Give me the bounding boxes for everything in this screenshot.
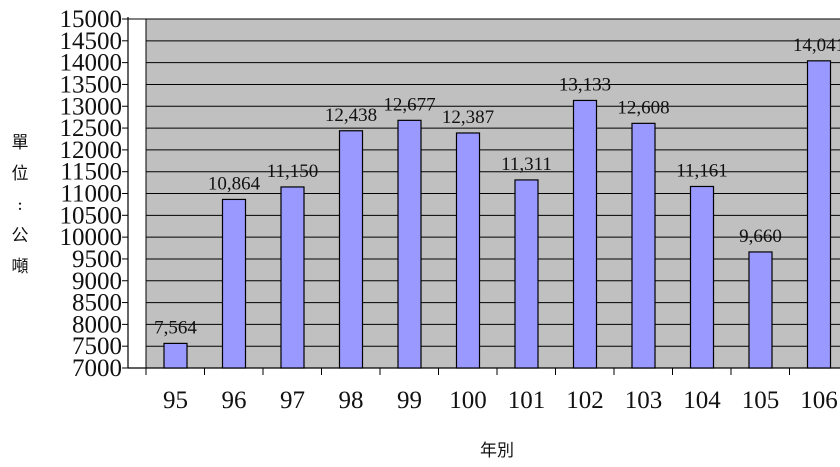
x-tick-label: 103	[625, 387, 663, 414]
x-tick-label: 105	[742, 387, 780, 414]
data-label: 11,311	[501, 154, 552, 175]
y-label-char: 單	[12, 133, 29, 153]
y-tick-label: 10000	[60, 224, 123, 251]
y-label-char: 噸	[12, 257, 29, 277]
y-tick-label: 8000	[72, 311, 122, 338]
x-tick-label: 104	[683, 387, 721, 414]
x-tick-label: 98	[339, 387, 364, 414]
y-tick-label: 11000	[60, 181, 122, 208]
y-tick-label: 12000	[60, 137, 123, 164]
x-tick-label: 95	[163, 387, 188, 414]
bar-104	[689, 185, 715, 369]
x-tick-label: 101	[508, 387, 546, 414]
x-tick-label: 97	[280, 387, 305, 414]
y-tick-label: 10500	[60, 202, 123, 229]
data-label: 14,041	[793, 35, 840, 56]
y-tick-label: 13000	[60, 93, 123, 120]
bar-102	[572, 99, 598, 369]
data-labels: 7,564 10,864 11,150 12,438 12,677 12,387 11,31…	[154, 35, 840, 339]
x-tick-label: 106	[800, 387, 838, 414]
data-label: 11,150	[267, 161, 319, 182]
data-label: 12,387	[442, 107, 494, 128]
data-label: 12,438	[325, 105, 377, 126]
bar-105	[748, 251, 773, 369]
y-tick-label: 13500	[60, 71, 123, 98]
y-tick-label: 15000	[60, 6, 123, 33]
x-axis-ticks: 95 96 97 98 99 100 101 102 103 104 105 106	[145, 368, 838, 414]
data-label: 12,677	[383, 94, 435, 115]
y-tick-label: 12500	[60, 115, 123, 142]
data-label: 7,564	[154, 317, 197, 338]
bar-96	[221, 198, 247, 369]
data-label: 12,608	[617, 97, 669, 118]
x-tick-label: 99	[397, 387, 422, 414]
y-label-char: 公	[12, 226, 29, 246]
bars	[163, 60, 832, 369]
y-axis-label: 單位: 公噸	[12, 133, 29, 277]
y-tick-label: 14500	[60, 28, 123, 55]
x-tick-label: 96	[222, 387, 247, 414]
y-tick-label: 7500	[72, 333, 122, 360]
bar-100	[455, 132, 481, 369]
bar-95	[163, 342, 188, 369]
x-tick-label: 102	[566, 387, 604, 414]
x-tick-label: 100	[449, 387, 487, 414]
data-label: 13,133	[559, 74, 611, 95]
y-label-char: :	[17, 195, 23, 215]
bar-106	[806, 60, 832, 369]
y-tick-label: 8500	[72, 290, 122, 317]
x-axis-label: 年別	[480, 441, 514, 461]
bar-101	[514, 179, 539, 369]
data-label: 11,161	[676, 160, 728, 181]
plot-area	[127, 17, 840, 369]
y-axis-ticks: 7000750080008500900095001000010500110001…	[60, 6, 128, 382]
bar-97	[280, 186, 305, 369]
y-tick-label: 11500	[60, 159, 122, 186]
data-label: 10,864	[208, 173, 261, 194]
bar-98	[338, 130, 364, 369]
y-tick-label: 14000	[60, 50, 123, 77]
bar-103	[631, 122, 656, 369]
y-tick-label: 9500	[72, 246, 122, 273]
y-tick-label: 7000	[72, 355, 122, 382]
y-tick-label: 9000	[72, 268, 122, 295]
y-label-char: 位	[12, 164, 29, 184]
data-label: 9,660	[739, 226, 782, 247]
bar-99	[397, 119, 422, 369]
